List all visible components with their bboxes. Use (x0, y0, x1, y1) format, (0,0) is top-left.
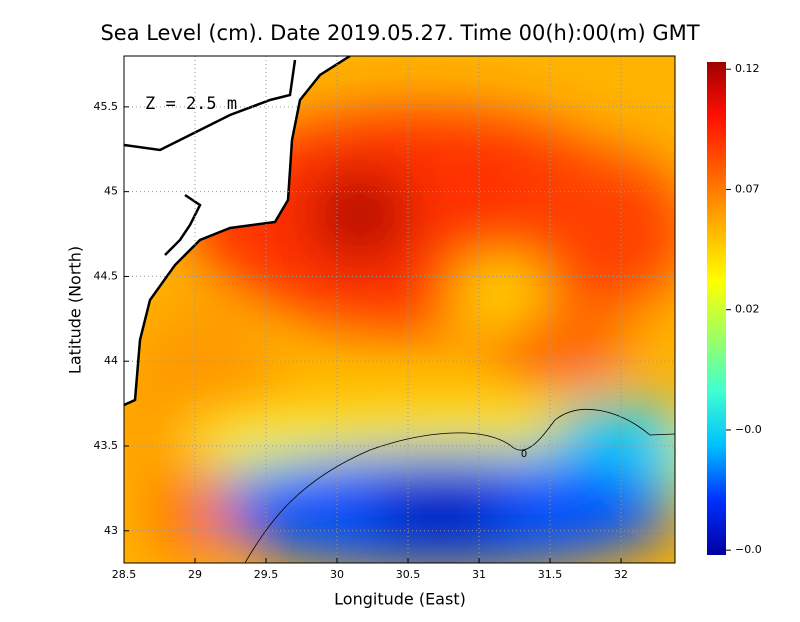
x-tick-label: 31.5 (538, 568, 563, 581)
x-tick-label: 32 (614, 568, 628, 581)
colorbar-tick-label: 0.12 (735, 62, 760, 75)
contour-label: 0 (521, 449, 527, 460)
y-tick-label: 44 (104, 354, 118, 367)
y-tick-label: 43 (104, 524, 118, 537)
x-tick-label: 30 (330, 568, 344, 581)
x-tick-label: 29 (188, 568, 202, 581)
y-tick-label: 43.5 (94, 439, 119, 452)
y-tick-label: 45.5 (94, 100, 119, 113)
sea-level-field (124, 56, 675, 563)
y-tick-label: 44.5 (94, 269, 119, 282)
depth-annotation: Z = 2.5 m (145, 94, 237, 114)
y-axis-label: Latitude (North) (66, 246, 85, 374)
colorbar-tick-label: 0.02 (735, 303, 760, 316)
chart-title: Sea Level (cm). Date 2019.05.27. Time 00… (100, 21, 699, 45)
colorbar-tick-label: 0.07 (735, 182, 760, 195)
plot-frame (123, 55, 676, 564)
x-tick-label: 31 (472, 568, 486, 581)
x-axis-label: Longitude (East) (334, 590, 466, 609)
x-tick-label: 29.5 (254, 568, 279, 581)
colorbar-tick-label: −0.0 (735, 423, 762, 436)
colorbar (707, 62, 726, 555)
x-tick-label: 28.5 (112, 568, 137, 581)
x-tick-label: 30.5 (396, 568, 421, 581)
colorbar-tick-label: −0.0 (735, 543, 762, 556)
y-tick-label: 45 (104, 185, 118, 198)
